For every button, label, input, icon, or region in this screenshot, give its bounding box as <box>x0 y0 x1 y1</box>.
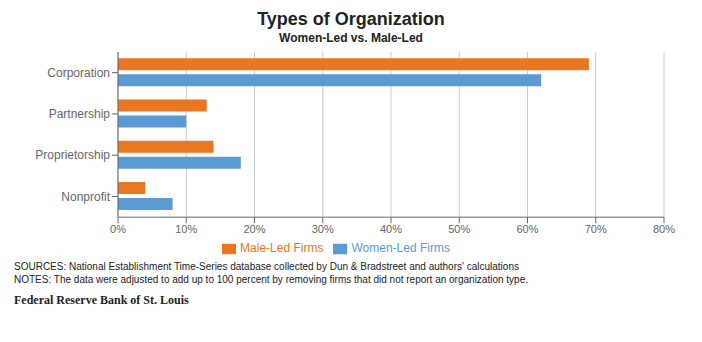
svg-text:80%: 80% <box>653 223 675 235</box>
html-text:SOURCES: National Establishmen: SOURCES: National Establishment Time-Ser… <box>14 261 519 272</box>
html-text:Women-Led Firms: Women-Led Firms <box>351 241 450 256</box>
svg-text:0%: 0% <box>110 223 126 235</box>
svg-text:Nonprofit: Nonprofit <box>61 190 110 204</box>
svg-text:Proprietorship: Proprietorship <box>35 148 110 162</box>
svg-text:40%: 40% <box>380 223 402 235</box>
svg-text:20%: 20% <box>243 223 265 235</box>
svg-text:70%: 70% <box>585 223 607 235</box>
html-text:Types of Organization: Types of Organization <box>257 9 445 29</box>
svg-text:Corporation: Corporation <box>47 66 110 80</box>
svg-text:60%: 60% <box>516 223 538 235</box>
html-text:Male-Led Firms: Male-Led Firms <box>240 241 324 256</box>
svg-text:50%: 50% <box>448 223 470 235</box>
html-text:NOTES: The data were adjusted: NOTES: The data were adjusted to add up … <box>14 274 528 285</box>
html-text:Federal Reserve Bank of St. Lo: Federal Reserve Bank of St. Louis <box>14 293 189 307</box>
html-text:Women-Led vs. Male-Led: Women-Led vs. Male-Led <box>279 31 423 45</box>
svg-text:10%: 10% <box>175 223 197 235</box>
svg-text:Partnership: Partnership <box>49 107 111 121</box>
svg-text:30%: 30% <box>312 223 334 235</box>
